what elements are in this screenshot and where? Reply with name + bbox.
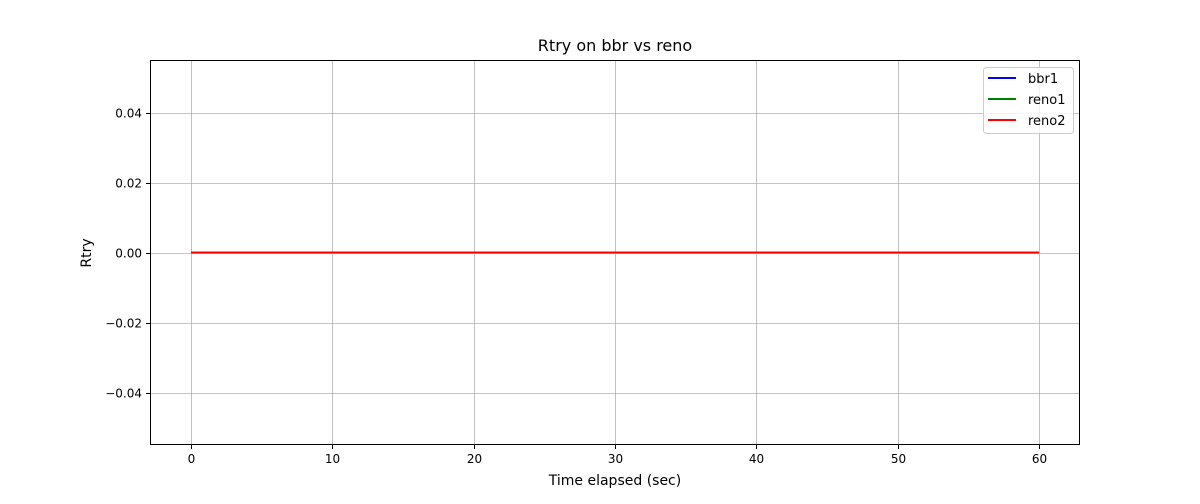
legend-box [983,67,1074,134]
x-tick-label: 10 [325,452,340,466]
legend-label-reno2: reno2 [1028,114,1066,129]
y-axis-label: Rtry [79,238,95,267]
x-axis: 0 10 20 30 40 50 60 [188,445,1047,466]
y-tick-label: 0.04 [115,107,142,121]
y-tick-label: −0.04 [105,387,142,401]
x-tick-label: 20 [467,452,482,466]
x-axis-label: Time elapsed (sec) [548,473,681,489]
y-axis: −0.04 −0.02 0.00 0.02 0.04 [105,107,150,401]
legend-label-reno1: reno1 [1028,93,1066,108]
y-tick-label: 0.00 [115,247,142,261]
y-tick-label: 0.02 [115,177,142,191]
x-tick-label: 0 [188,452,196,466]
legend: bbr1 reno1 reno2 [983,67,1074,134]
chart-title: Rtry on bbr vs reno [538,36,692,55]
y-tick-label: −0.02 [105,317,142,331]
x-tick-label: 60 [1032,452,1047,466]
plot-frame [150,60,1080,445]
x-tick-label: 40 [749,452,764,466]
x-tick-label: 50 [891,452,906,466]
x-tick-label: 30 [608,452,623,466]
legend-label-bbr1: bbr1 [1028,72,1058,87]
